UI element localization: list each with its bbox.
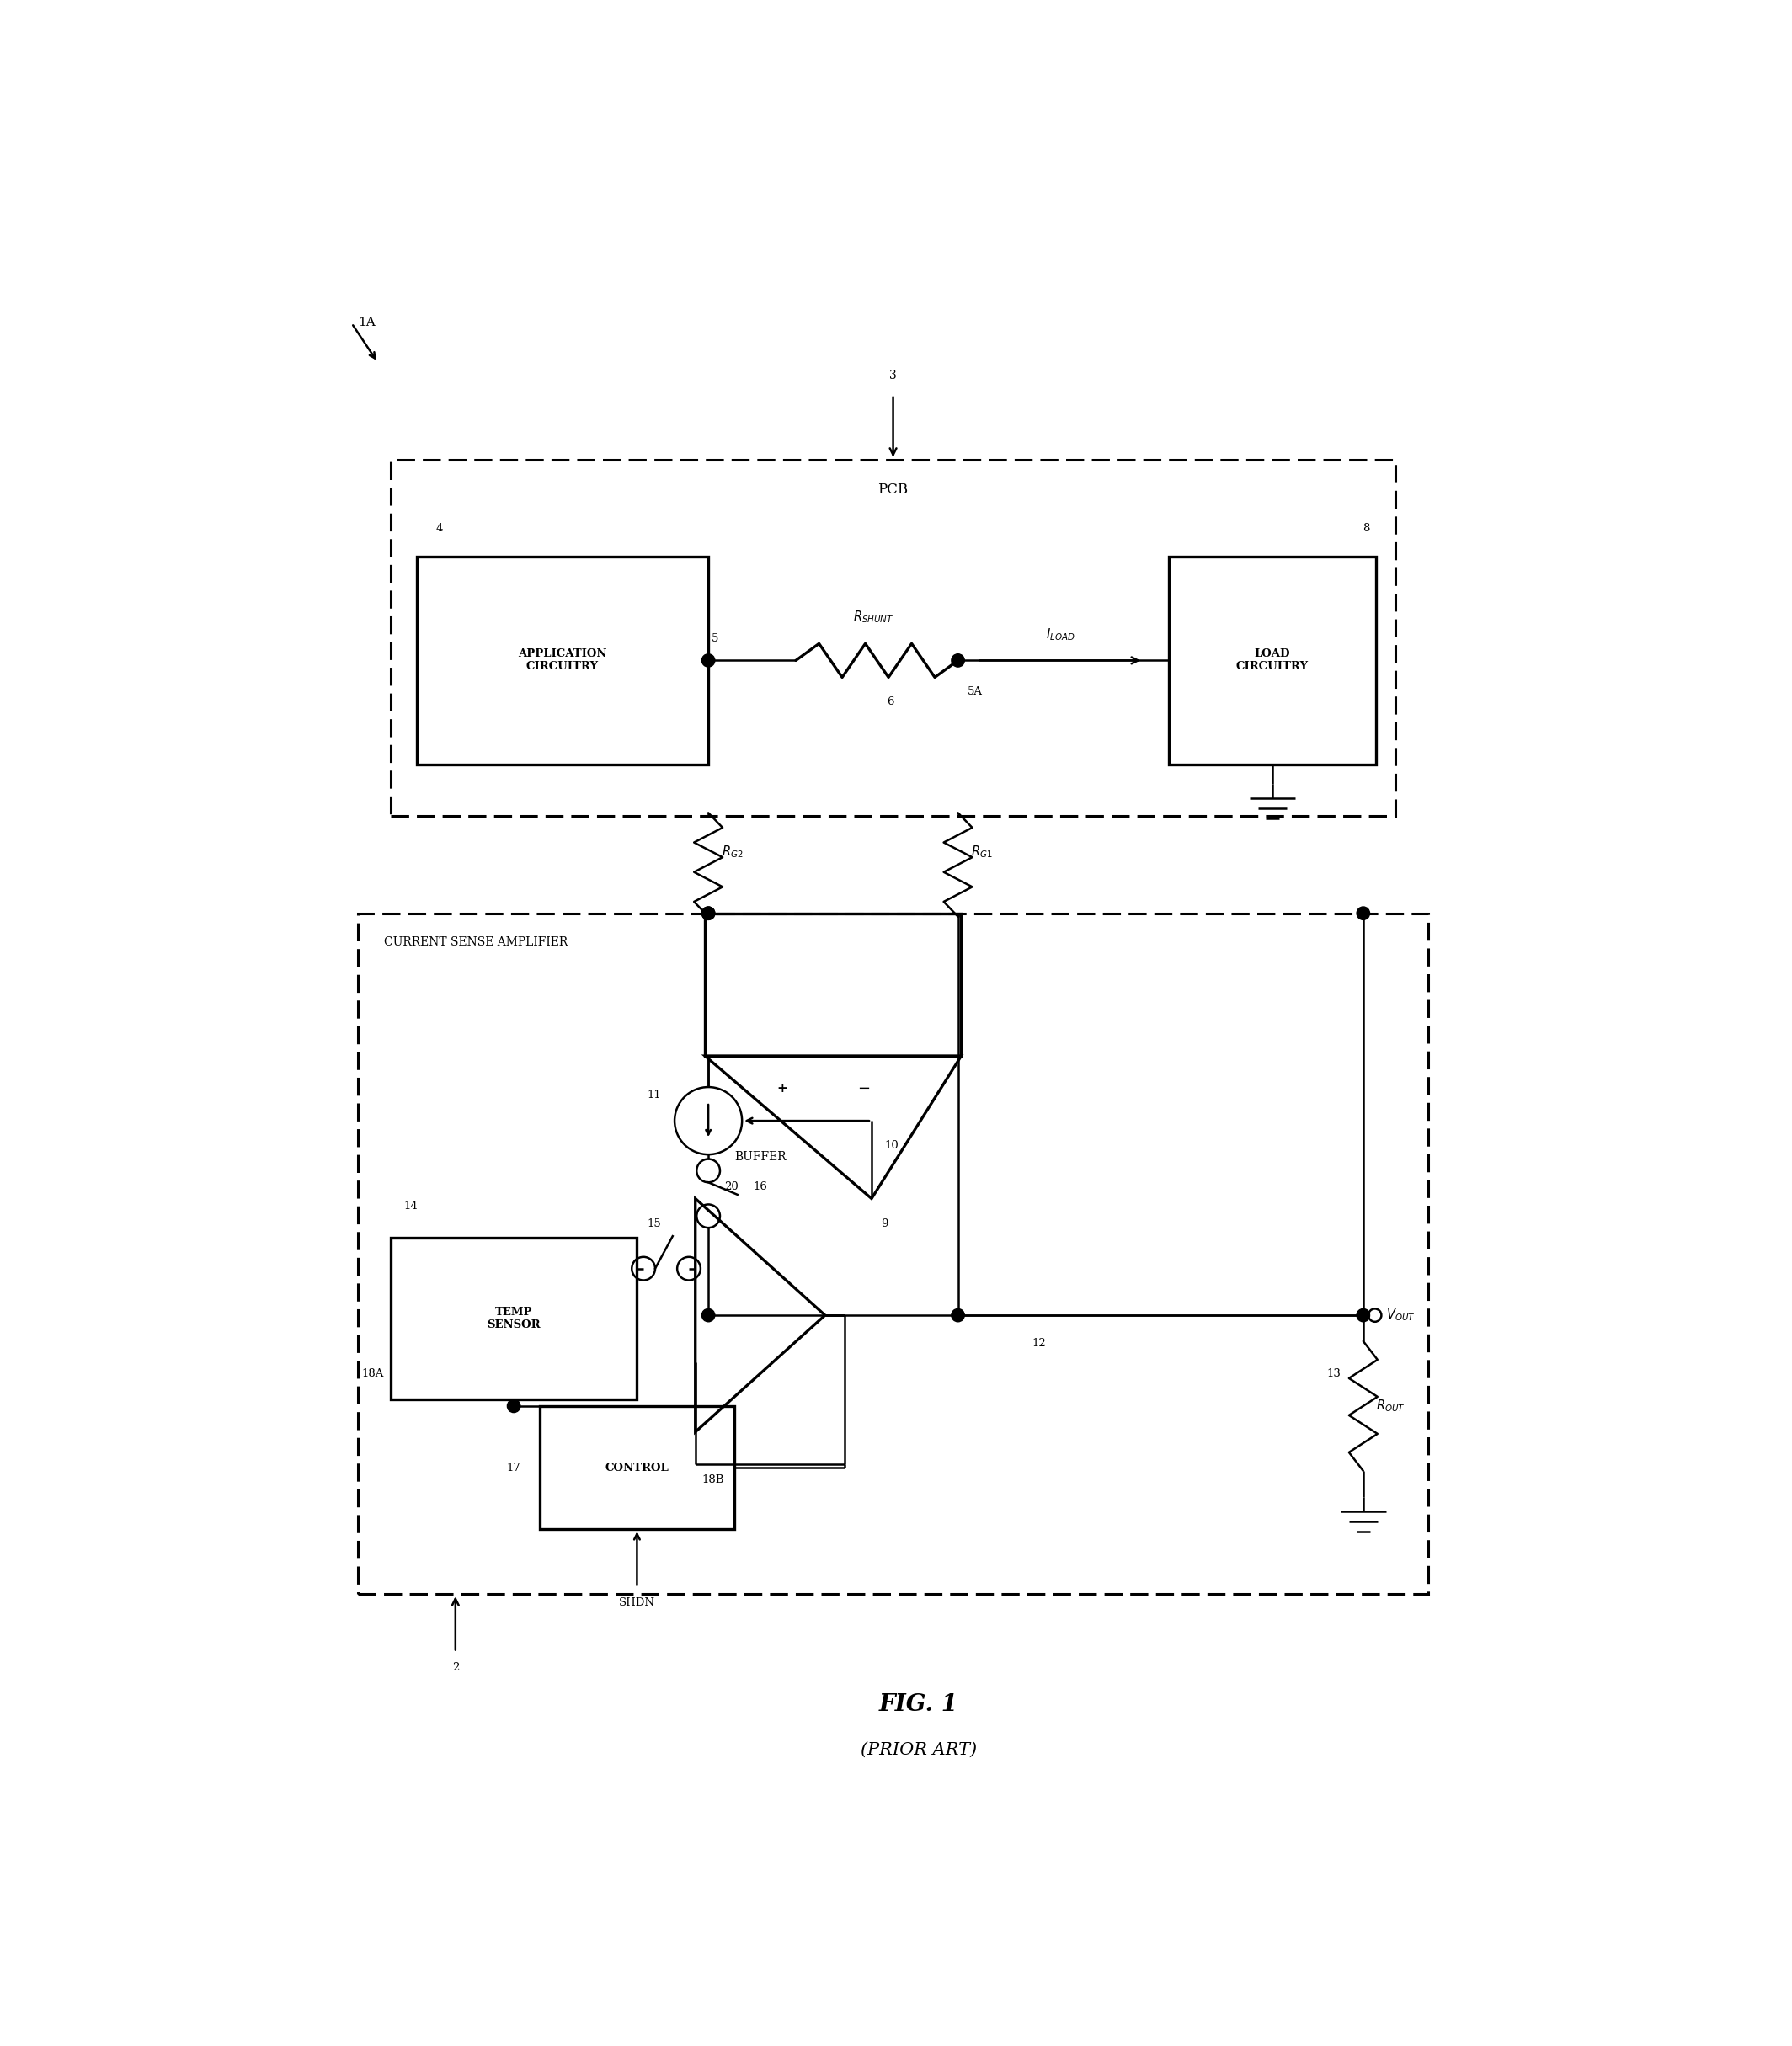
Text: PCB: PCB xyxy=(878,483,909,497)
Circle shape xyxy=(952,1309,964,1322)
Text: APPLICATION
CIRCUITRY: APPLICATION CIRCUITRY xyxy=(518,649,607,673)
Text: FIG. 1: FIG. 1 xyxy=(878,1692,959,1717)
Text: 6: 6 xyxy=(887,696,894,708)
Text: $R_{OUT}$: $R_{OUT}$ xyxy=(1376,1397,1405,1414)
Circle shape xyxy=(702,655,715,667)
Text: 18A: 18A xyxy=(362,1369,383,1379)
Text: 1A: 1A xyxy=(358,317,376,329)
Text: SHDN: SHDN xyxy=(618,1598,656,1608)
Text: +: + xyxy=(776,1082,787,1095)
Text: 4: 4 xyxy=(435,524,443,534)
Text: 17: 17 xyxy=(505,1463,520,1473)
Text: 20: 20 xyxy=(724,1181,738,1193)
Text: (PRIOR ART): (PRIOR ART) xyxy=(860,1741,977,1758)
Circle shape xyxy=(952,655,964,667)
Text: 10: 10 xyxy=(885,1140,898,1152)
Text: BUFFER: BUFFER xyxy=(735,1152,787,1162)
Bar xyxy=(416,557,708,763)
Circle shape xyxy=(1357,906,1369,921)
Text: 3: 3 xyxy=(889,370,896,383)
Text: 8: 8 xyxy=(1362,524,1369,534)
Text: TEMP
SENSOR: TEMP SENSOR xyxy=(487,1307,541,1330)
Circle shape xyxy=(702,1309,715,1322)
Bar xyxy=(1168,557,1376,763)
Text: $I_{LOAD}$: $I_{LOAD}$ xyxy=(1045,626,1075,642)
Text: 2: 2 xyxy=(452,1661,459,1674)
Circle shape xyxy=(507,1399,520,1412)
Bar xyxy=(704,913,961,1056)
Text: 5A: 5A xyxy=(968,685,982,698)
Circle shape xyxy=(702,906,715,921)
Text: 14: 14 xyxy=(403,1201,418,1211)
Circle shape xyxy=(702,906,715,921)
Text: $V_{OUT}$: $V_{OUT}$ xyxy=(1385,1307,1416,1324)
Text: 5: 5 xyxy=(711,634,719,644)
Text: 9: 9 xyxy=(882,1217,889,1230)
Text: CURRENT SENSE AMPLIFIER: CURRENT SENSE AMPLIFIER xyxy=(383,935,568,947)
Text: 15: 15 xyxy=(647,1219,661,1230)
Text: LOAD
CIRCUITRY: LOAD CIRCUITRY xyxy=(1236,649,1308,673)
Text: 11: 11 xyxy=(647,1088,661,1101)
Bar xyxy=(391,460,1396,816)
Text: $R_{SHUNT}$: $R_{SHUNT}$ xyxy=(853,610,894,624)
Text: $R_{G1}$: $R_{G1}$ xyxy=(971,843,993,859)
Circle shape xyxy=(1357,1309,1369,1322)
Text: 16: 16 xyxy=(753,1181,767,1193)
Bar xyxy=(539,1406,735,1528)
Text: 12: 12 xyxy=(1032,1338,1047,1348)
Text: $R_{G2}$: $R_{G2}$ xyxy=(720,843,742,859)
Bar xyxy=(391,1238,636,1399)
Text: CONTROL: CONTROL xyxy=(606,1463,668,1473)
Text: 18B: 18B xyxy=(702,1473,724,1485)
Text: −: − xyxy=(858,1080,871,1097)
Text: 13: 13 xyxy=(1326,1369,1340,1379)
Bar xyxy=(358,913,1428,1594)
